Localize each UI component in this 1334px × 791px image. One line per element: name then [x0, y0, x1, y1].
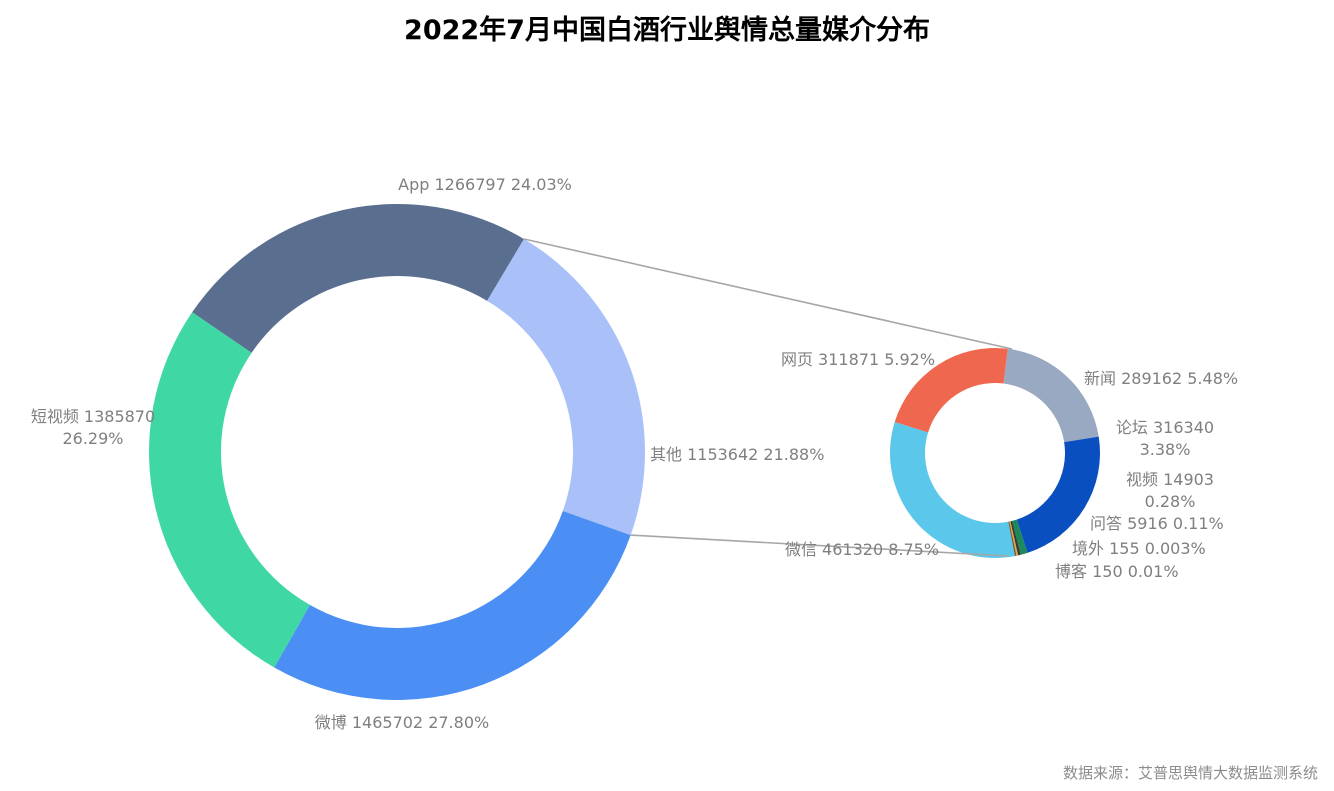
secondary-label-6: 微信 461320 8.75% [785, 540, 939, 559]
main-label-1: 其他 1153642 21.88% [650, 445, 824, 464]
secondary-slice-5 [1008, 521, 1017, 557]
secondary-slice-3 [1010, 520, 1021, 556]
main-donut [149, 204, 645, 700]
main-label-2: 微博 1465702 27.80% [315, 713, 489, 732]
secondary-donut [890, 348, 1101, 558]
main-label-0: App 1266797 24.03% [398, 175, 572, 194]
secondary-slice-6 [890, 421, 1015, 558]
main-label-3-line-0: 短视频 1385870 [31, 407, 155, 426]
secondary-label-3: 问答 5916 0.11% [1090, 514, 1224, 533]
connector-line-bottom [630, 534, 1009, 557]
secondary-slice-4 [1009, 521, 1019, 556]
secondary-slice-1 [1016, 436, 1101, 553]
secondary-label-2-line-1: 0.28% [1145, 492, 1196, 511]
main-label-3-line-1: 26.29% [62, 429, 123, 448]
chart-title: 2022年7月中国白酒行业舆情总量媒介分布 [404, 15, 930, 46]
secondary-label-1-line-0: 论坛 316340 [1116, 418, 1214, 437]
connector-line-top [523, 238, 1013, 350]
data-labels: App 1266797 24.03% 其他 1153642 21.88% 微博 14… [31, 175, 1238, 732]
connector-lines [523, 238, 1013, 557]
secondary-slice-2 [1012, 519, 1028, 555]
secondary-slice-7 [894, 348, 1008, 433]
secondary-label-5: 博客 150 0.01% [1055, 562, 1179, 581]
source-note: 数据来源：艾普思舆情大数据监测系统 [1062, 764, 1318, 782]
secondary-label-7: 网页 311871 5.92% [781, 350, 935, 369]
secondary-label-1-line-1: 3.38% [1140, 440, 1191, 459]
secondary-label-0: 新闻 289162 5.48% [1084, 369, 1238, 388]
secondary-slice-0 [1003, 348, 1099, 443]
main-slice-0 [192, 204, 524, 353]
main-slice-1 [487, 238, 645, 536]
secondary-label-2-line-0: 视频 14903 [1126, 470, 1214, 489]
main-slice-2 [274, 510, 631, 700]
secondary-label-4: 境外 155 0.003% [1072, 539, 1206, 558]
main-slice-3 [149, 312, 310, 668]
